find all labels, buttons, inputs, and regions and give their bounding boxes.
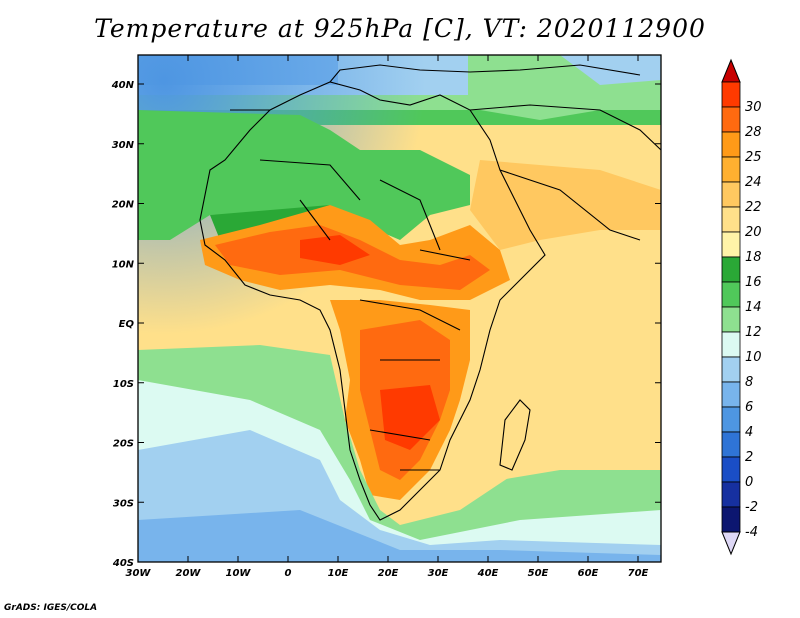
colorbar-label: 2 xyxy=(745,450,753,465)
colorbar-swatch xyxy=(721,456,741,483)
y-tick-label: 20S xyxy=(113,439,134,450)
x-tick-label: 20W xyxy=(176,568,202,579)
colorbar-swatch xyxy=(721,381,741,408)
colorbar-label: 22 xyxy=(745,200,762,215)
x-tick-label: 20E xyxy=(378,568,399,579)
colorbar-label: 0 xyxy=(745,475,753,490)
colorbar-swatch xyxy=(721,131,741,158)
colorbar-label: 6 xyxy=(745,400,753,415)
colorbar-swatch xyxy=(721,106,741,133)
colorbar-label: 30 xyxy=(745,100,762,115)
x-tick-label: 10E xyxy=(328,568,349,579)
colorbar-swatch xyxy=(721,481,741,508)
grads-credit: GrADS: IGES/COLA xyxy=(4,603,98,613)
y-tick-label: 10N xyxy=(112,259,135,270)
colorbar-swatch xyxy=(721,156,741,183)
colorbar-swatch xyxy=(721,306,741,333)
colorbar-label: 12 xyxy=(745,325,762,340)
y-tick-label: 20N xyxy=(112,200,135,211)
colorbar-top-arrow xyxy=(721,58,741,83)
x-tick-label: 0 xyxy=(285,568,292,579)
y-axis: 40N 30N 20N 10N EQ 10S 20S 30S 40S xyxy=(111,80,661,569)
x-tick-label: 60E xyxy=(578,568,599,579)
x-tick-label: 30E xyxy=(428,568,449,579)
y-tick-label: 40N xyxy=(111,80,135,91)
y-tick-label: EQ xyxy=(119,319,135,330)
x-axis: 30W 20W 10W 0 10E 20E 30E 40E 50E 60E 70E xyxy=(126,55,649,579)
colorbar-label: 10 xyxy=(745,350,762,365)
colorbar-swatch xyxy=(721,206,741,233)
colorbar-label: 4 xyxy=(745,425,753,440)
y-tick-label: 40S xyxy=(112,558,134,569)
colorbar-label: 16 xyxy=(745,275,762,290)
colorbar-label: 18 xyxy=(745,250,762,265)
x-tick-label: 70E xyxy=(628,568,649,579)
colorbar-swatch xyxy=(721,231,741,258)
colorbar-swatch xyxy=(721,81,741,108)
colorbar-label: 14 xyxy=(745,300,762,315)
x-tick-label: 40E xyxy=(477,568,499,579)
y-tick-label: 10S xyxy=(113,379,134,390)
map-title: Temperature at 925hPa [C], VT: 202011290… xyxy=(94,14,706,43)
colorbar-label: 8 xyxy=(745,375,753,390)
colorbar-swatch xyxy=(721,256,741,283)
colorbar-label: -4 xyxy=(745,525,758,540)
temperature-field xyxy=(138,55,661,562)
x-tick-label: 30W xyxy=(126,568,152,579)
y-tick-label: 30S xyxy=(113,498,134,509)
x-tick-label: 10W xyxy=(226,568,252,579)
colorbar-bottom-arrow xyxy=(721,531,741,556)
colorbar-label: 20 xyxy=(745,225,762,240)
coastlines xyxy=(199,64,661,521)
colorbar-label: 24 xyxy=(745,175,762,190)
colorbar-label: 28 xyxy=(745,125,762,140)
colorbar-swatch xyxy=(721,181,741,208)
colorbar-swatch xyxy=(721,431,741,458)
colorbar-swatch xyxy=(721,281,741,308)
colorbar-swatch xyxy=(721,356,741,383)
colorbar-label: 25 xyxy=(745,150,762,165)
y-tick-label: 30N xyxy=(112,140,135,151)
colorbar-label: -2 xyxy=(745,500,758,515)
x-tick-label: 50E xyxy=(528,568,549,579)
colorbar-swatch xyxy=(721,331,741,358)
colorbar-swatch xyxy=(721,506,741,533)
plot-frame xyxy=(137,54,662,563)
colorbar-swatch xyxy=(721,406,741,433)
